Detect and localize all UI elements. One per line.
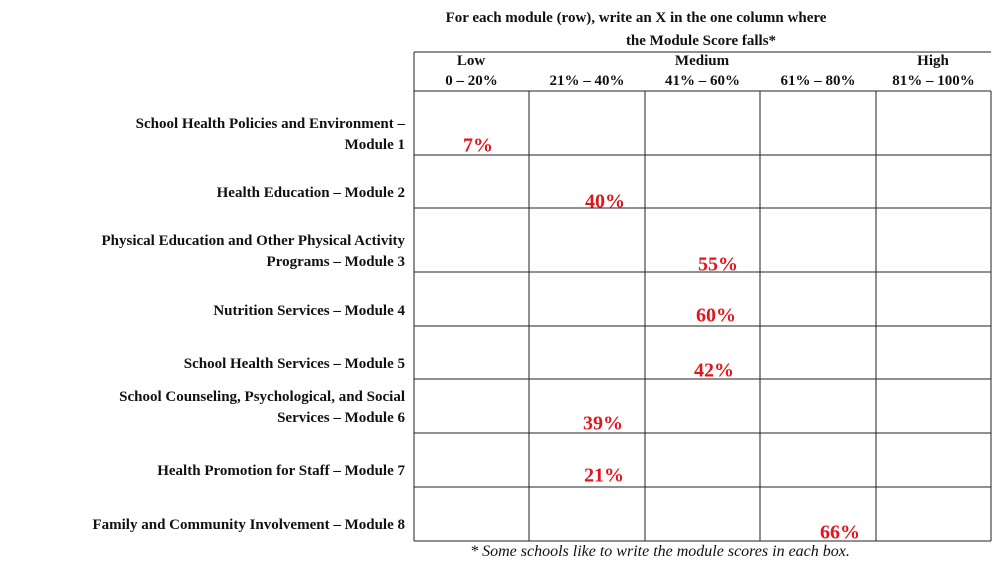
instruction: For each module (row), write an X in the… xyxy=(445,10,827,26)
footnote: * Some schools like to write the module … xyxy=(470,543,850,560)
module-score: 66% xyxy=(820,521,860,544)
row-label: Nutrition Services – Module 4 xyxy=(213,303,405,319)
row-label: Physical Education and Other Physical Ac… xyxy=(101,233,406,249)
column-range: 0 – 20% xyxy=(445,73,498,89)
module-score: 55% xyxy=(698,253,738,276)
column-range: 81% – 100% xyxy=(892,73,975,89)
column-range: 41% – 60% xyxy=(665,73,740,89)
row-label: Family and Community Involvement – Modul… xyxy=(92,517,405,533)
module-score: 21% xyxy=(584,464,624,487)
row-label: School Health Services – Module 5 xyxy=(183,356,405,372)
column-level: Low xyxy=(456,53,486,69)
column-level: High xyxy=(917,53,949,69)
module-score: 7% xyxy=(463,134,493,157)
module-score: 39% xyxy=(583,412,623,435)
row-label: Module 1 xyxy=(344,137,405,153)
row-label: School Counseling, Psychological, and So… xyxy=(119,389,405,405)
row-label: Health Education – Module 2 xyxy=(216,185,405,201)
module-score: 42% xyxy=(694,359,734,382)
row-label: Health Promotion for Staff – Module 7 xyxy=(157,463,405,479)
row-label: Programs – Module 3 xyxy=(266,254,405,270)
column-level: Medium xyxy=(674,53,730,69)
column-range: 21% – 40% xyxy=(549,73,625,89)
row-label: Services – Module 6 xyxy=(277,410,405,426)
column-range: 61% – 80% xyxy=(780,73,856,89)
module-score: 60% xyxy=(696,304,736,327)
instruction: the Module Score falls* xyxy=(625,33,777,49)
row-label: School Health Policies and Environment – xyxy=(135,116,405,132)
module-score: 40% xyxy=(585,190,625,213)
